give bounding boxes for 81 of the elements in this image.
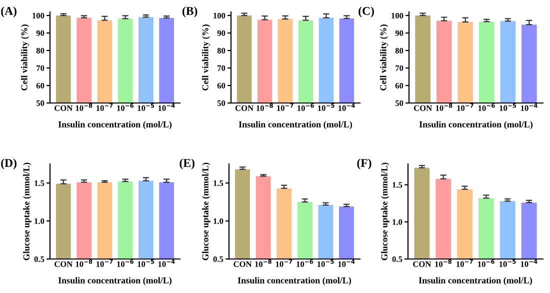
y-axis-title: Glucose uptake (mmol/L) [381, 162, 390, 260]
x-tick-label: 10$^{−5}$ [138, 103, 154, 111]
y-tick-label: 80 [217, 48, 226, 54]
x-tick-label: 10$^{−7}$ [96, 259, 113, 267]
x-tick-label: CON [413, 261, 432, 267]
y-tick-label: 70 [36, 65, 44, 71]
y-tick-label: 90 [395, 30, 404, 36]
chart-title: (C) [358, 6, 374, 18]
y-axis-title: Cell viability (%) [20, 24, 30, 90]
x-tick-label: CON [54, 261, 73, 267]
x-tick-label: 10$^{−4}$ [338, 259, 355, 267]
x-tick-label: 10$^{−5}$ [138, 259, 154, 267]
x-tick-label: 10$^{−7}$ [277, 103, 294, 111]
x-tick-label: 10$^{−8}$ [76, 103, 92, 111]
x-tick-label: 10$^{−5}$ [500, 103, 516, 111]
x-tick-label: CON [414, 105, 432, 111]
x-tick-label: 10$^{−8}$ [255, 259, 272, 267]
y-tick-label: 70 [218, 65, 226, 71]
chart-title: (B) [182, 6, 198, 18]
x-tick-label: 10$^{−8}$ [436, 103, 452, 111]
y-tick-label: 1.0 [34, 218, 44, 224]
x-tick-label: 10$^{−6}$ [298, 103, 314, 111]
y-tick-label: 70 [396, 65, 404, 71]
y-axis-title: Glucose uptake (mmol/L) [202, 162, 210, 260]
x-tick-label: CON [235, 105, 254, 111]
x-tick-label: 10$^{−8}$ [435, 259, 452, 267]
x-axis-title: Insulin concentration (mol/L) [58, 277, 172, 286]
x-tick-label: CON [234, 261, 252, 267]
x-tick-label: CON [54, 105, 73, 111]
x-tick-label: 10$^{−6}$ [117, 259, 134, 267]
x-tick-label: 10$^{−7}$ [457, 103, 474, 111]
x-axis-title: Insulin concentration (mol/L) [58, 121, 172, 130]
x-tick-label: 10$^{−7}$ [96, 103, 113, 111]
x-axis-title: Insulin concentration (mol/L) [238, 277, 352, 286]
y-axis-title: Cell viability (%) [202, 24, 210, 90]
x-tick-label: 10$^{−8}$ [76, 259, 92, 267]
y-tick-label: 50 [36, 100, 44, 106]
y-tick-label: 1.5 [214, 180, 224, 186]
x-tick-label: 10$^{−4}$ [338, 103, 355, 111]
x-tick-label: 10$^{−7}$ [456, 259, 473, 267]
y-tick-label: 90 [217, 30, 226, 36]
y-axis-title: Cell viability (%) [380, 24, 388, 90]
chart-title: (D) [1, 158, 16, 170]
y-tick-label: 90 [36, 30, 44, 36]
x-tick-label: 10$^{−4}$ [520, 259, 538, 267]
y-tick-label: 0.5 [34, 256, 44, 262]
y-tick-label: 1.5 [392, 182, 402, 188]
x-tick-label: 10$^{−5}$ [318, 259, 334, 267]
x-tick-label: 10$^{−4}$ [158, 259, 175, 267]
y-tick-label: 80 [395, 48, 404, 54]
x-tick-label: 10$^{−4}$ [521, 103, 538, 111]
y-tick-label: 80 [36, 48, 44, 54]
x-tick-label: 10$^{−4}$ [158, 103, 175, 111]
x-tick-label: 10$^{−8}$ [256, 103, 273, 111]
y-tick-label: 0.5 [392, 256, 402, 262]
x-axis-title: Insulin concentration (mol/L) [238, 121, 352, 130]
y-tick-label: 1.0 [214, 218, 224, 224]
chart-title: (E) [180, 158, 194, 170]
x-axis-title: Insulin concentration (mol/L) [418, 277, 532, 286]
y-tick-label: 60 [217, 82, 226, 88]
x-axis-title: Insulin concentration (mol/L) [419, 121, 533, 130]
y-tick-label: 100 [392, 12, 404, 18]
x-tick-label: 10$^{−6}$ [478, 103, 495, 111]
y-tick-label: 60 [395, 82, 404, 88]
chart-title: (F) [357, 158, 372, 170]
y-tick-label: 100 [32, 12, 44, 18]
y-axis-title: Glucose uptake (mmol/L) [23, 162, 32, 260]
y-tick-label: 50 [217, 100, 226, 106]
x-tick-label: 10$^{−6}$ [478, 259, 494, 267]
y-tick-label: 1.5 [34, 180, 44, 186]
chart-title: (A) [1, 6, 16, 18]
y-tick-label: 0.5 [213, 256, 224, 262]
y-tick-label: 100 [214, 12, 226, 18]
y-tick-label: 50 [395, 100, 404, 106]
x-tick-label: 10$^{−5}$ [499, 259, 516, 267]
x-tick-label: 10$^{−5}$ [318, 103, 334, 111]
y-tick-label: 60 [36, 82, 44, 88]
x-tick-label: 10$^{−6}$ [296, 259, 314, 267]
y-tick-label: 1.0 [392, 219, 402, 225]
x-tick-label: 10$^{−7}$ [276, 259, 292, 267]
x-tick-label: 10$^{−6}$ [117, 103, 134, 111]
